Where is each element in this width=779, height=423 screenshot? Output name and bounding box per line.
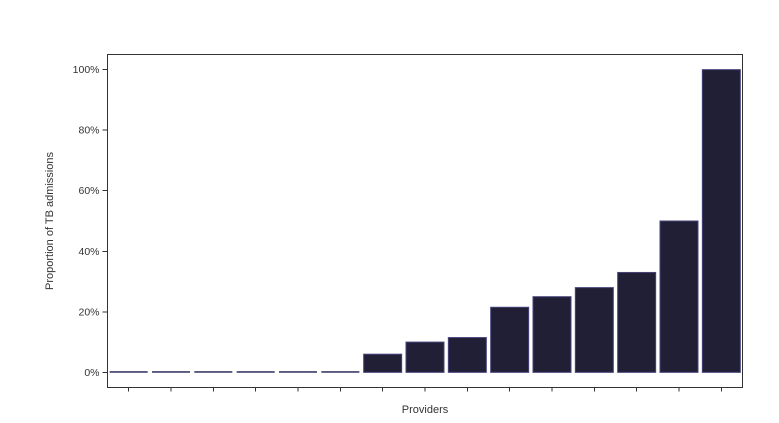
- bar: [194, 371, 233, 373]
- y-tick-label: 80%: [78, 125, 99, 137]
- bar: [617, 271, 657, 373]
- bar: [659, 220, 699, 373]
- bar: [363, 353, 403, 373]
- y-tick-label: 40%: [78, 246, 99, 258]
- bar: [701, 69, 741, 373]
- bar: [152, 371, 190, 373]
- y-tick-label: 0%: [84, 367, 99, 379]
- bar: [574, 287, 614, 373]
- y-axis-ticks: 0% 20% 40% 60% 80% 100%: [73, 64, 108, 379]
- bar: [109, 371, 148, 373]
- y-tick-label: 100%: [73, 64, 100, 76]
- bar: [279, 371, 317, 373]
- bar: [236, 371, 275, 373]
- y-tick-label: 60%: [78, 185, 99, 197]
- bar: [447, 337, 487, 373]
- bar: [532, 296, 572, 373]
- bar: [490, 306, 530, 373]
- bar: [321, 371, 360, 373]
- bar: [405, 341, 445, 373]
- x-axis-label: Providers: [402, 404, 449, 416]
- x-axis-ticks: [128, 387, 722, 392]
- y-tick-label: 20%: [78, 306, 99, 318]
- bars-group: [109, 69, 741, 373]
- y-axis-label: Proportion of TB admissions: [44, 152, 56, 290]
